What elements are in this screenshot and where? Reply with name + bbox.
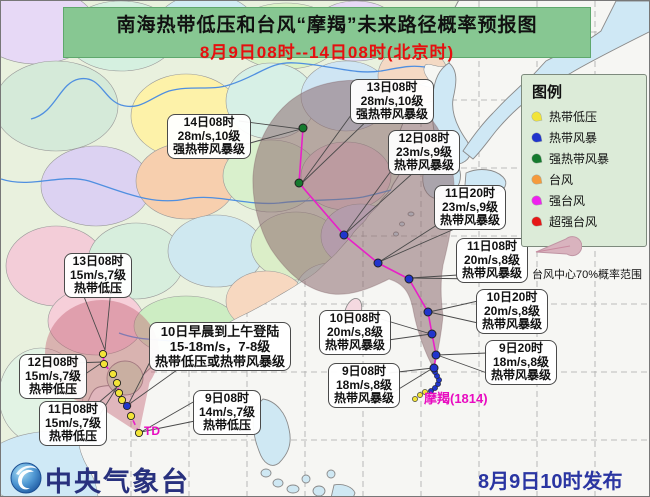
- legend-item-tropical-storm: 热带风暴: [531, 127, 646, 148]
- forecast-label-d13-td: 13日08时 15m/s,7级 热带低压: [64, 253, 133, 298]
- forecast-label-d12-yagi: 12日08时 23m/s,9级 热带风暴级: [388, 130, 461, 175]
- legend-item-typhoon: 台风: [531, 169, 646, 190]
- forecast-label-d9-yagi: 9日08时 18m/s,8级 热带风暴级: [328, 363, 401, 408]
- storm-name-yagi: 摩羯(1814): [424, 391, 488, 406]
- agency-name: 中央气象台: [45, 467, 190, 497]
- philippines: [252, 398, 356, 496]
- map-valid-period: 8月9日08时--14日08时(北京时): [199, 43, 455, 62]
- forecast-label-d11-yagi: 11日08时 20m/s,8级 热带风暴级: [456, 238, 529, 283]
- legend-item-severe-typhoon: 强台风: [531, 190, 646, 211]
- legend-title: 图例: [532, 84, 563, 101]
- forecast-label-d9-td: 9日08时 14m/s,7级 热带低压: [193, 390, 262, 435]
- tropical-depression-icon: [531, 111, 542, 122]
- forecast-label-d11n-yagi: 11日20时 23m/s,9级 热带风暴级: [434, 185, 507, 230]
- legend-item-tropical-depression: 热带低压: [531, 106, 646, 127]
- tropical-storm-icon: [531, 132, 542, 143]
- callout-leader-lines: [71, 110, 488, 433]
- forecast-label-d12-td: 12日08时 15m/s,7级 热带低压: [19, 354, 88, 399]
- map-title: 南海热带低压和台风“摩羯”未来路径概率预报图: [116, 15, 538, 36]
- super-typhoon-icon: [531, 216, 542, 227]
- legend-item-super-typhoon: 超强台风: [531, 211, 646, 232]
- legend: 图例 热带低压 热带风暴 强热带风暴 台风 强台风 超强台风 台风中心70%概率…: [521, 74, 647, 281]
- storm-name-td: TD: [144, 424, 160, 438]
- severe-typhoon-icon: [531, 195, 542, 206]
- probability-cone-icon: [535, 236, 583, 257]
- forecast-label-d10n-yagi: 10日20时 20m/s,8级 热带风暴级: [476, 289, 549, 334]
- typhoon-icon: [531, 174, 542, 185]
- storm-tracks: [98, 123, 442, 438]
- severe-tropical-storm-icon: [531, 153, 542, 164]
- legend-item-severe-tropical-storm: 强热带风暴: [531, 148, 646, 169]
- forecast-label-d11-td: 11日08时 15m/s,7级 热带低压: [39, 401, 108, 446]
- landfall-label-td: 10日早晨到上午登陆 15-18m/s，7-8级 热带低压或热带风暴级: [149, 322, 292, 371]
- forecast-label-d13-yagi: 13日08时 28m/s,10级 强热带风暴级: [350, 79, 435, 124]
- forecast-label-d10-yagi: 10日08时 20m/s,8级 热带风暴级: [319, 310, 392, 355]
- cma-logo: [10, 462, 42, 494]
- forecast-label-d14-yagi: 14日08时 28m/s,10级 强热带风暴级: [167, 114, 252, 159]
- legend-cone-label: 台风中心70%概率范围: [532, 269, 643, 281]
- forecast-label-d9n-yagi: 9日20时 18m/s,8级 热带风暴级: [485, 340, 558, 385]
- issue-time: 8月9日10时发布: [478, 471, 623, 493]
- title-banner: 南海热带低压和台风“摩羯”未来路径概率预报图 8月9日08时--14日08时(北…: [63, 7, 591, 62]
